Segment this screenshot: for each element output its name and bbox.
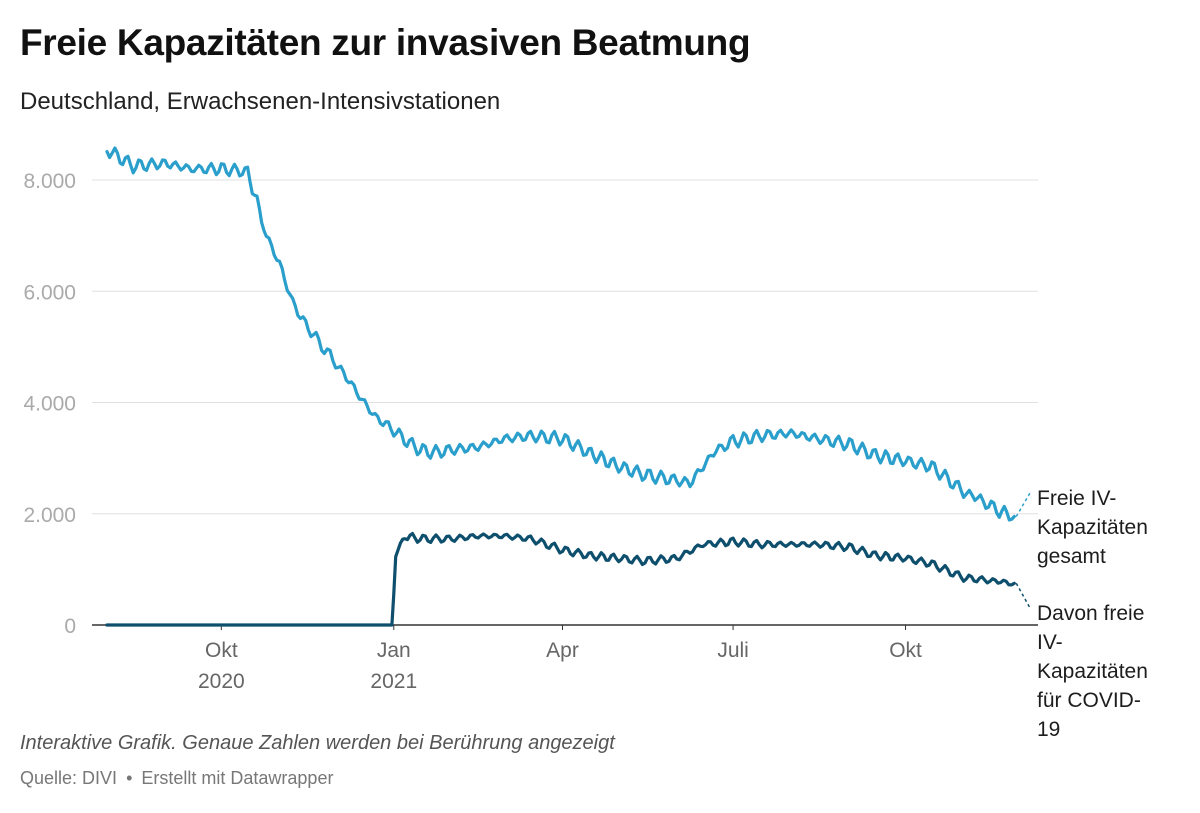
chart-subtitle: Deutschland, Erwachsenen-Intensivstation…: [20, 88, 501, 115]
x-tick-year-label: 2021: [370, 670, 417, 693]
x-tick-label: Juli: [717, 639, 749, 662]
source-separator: •: [126, 768, 133, 788]
series-label-line: gesamt: [1037, 545, 1106, 568]
series-label-line: Kapazitäten: [1037, 660, 1148, 683]
source-label: Quelle: DIVI: [20, 768, 118, 788]
y-tick-label: 6.000: [23, 281, 76, 304]
interactive-note: Interaktive Grafik. Genaue Zahlen werden…: [20, 732, 615, 754]
series-label-line: Kapazitäten: [1037, 516, 1148, 539]
series-label-line: IV-: [1037, 631, 1063, 654]
series-label-line: für COVID-: [1037, 689, 1141, 712]
series-label-line: Freie IV-: [1037, 487, 1116, 510]
x-tick-label: Jan: [377, 639, 411, 662]
x-tick-label: Okt: [205, 639, 238, 662]
made-with-label: Erstellt mit Datawrapper: [141, 768, 334, 788]
series-label-line: 19: [1037, 718, 1060, 741]
series-label-connector: [1015, 582, 1031, 609]
series-line-total[interactable]: [105, 146, 1016, 522]
series-line-covid[interactable]: [105, 531, 1016, 627]
series-label-line: Davon freie: [1037, 602, 1144, 625]
x-tick-year-label: 2020: [198, 670, 245, 693]
source-line: Quelle: DIVI • Erstellt mit Datawrapper: [20, 768, 333, 789]
series-label-connector: [1015, 492, 1031, 517]
x-tick-label: Apr: [546, 639, 579, 662]
chart-title: Freie Kapazitäten zur invasiven Beatmung: [20, 22, 751, 63]
y-tick-label: 0: [64, 615, 76, 638]
y-tick-label: 2.000: [23, 504, 76, 527]
y-tick-label: 8.000: [23, 170, 76, 193]
y-tick-label: 4.000: [23, 393, 76, 416]
x-tick-label: Okt: [889, 639, 922, 662]
